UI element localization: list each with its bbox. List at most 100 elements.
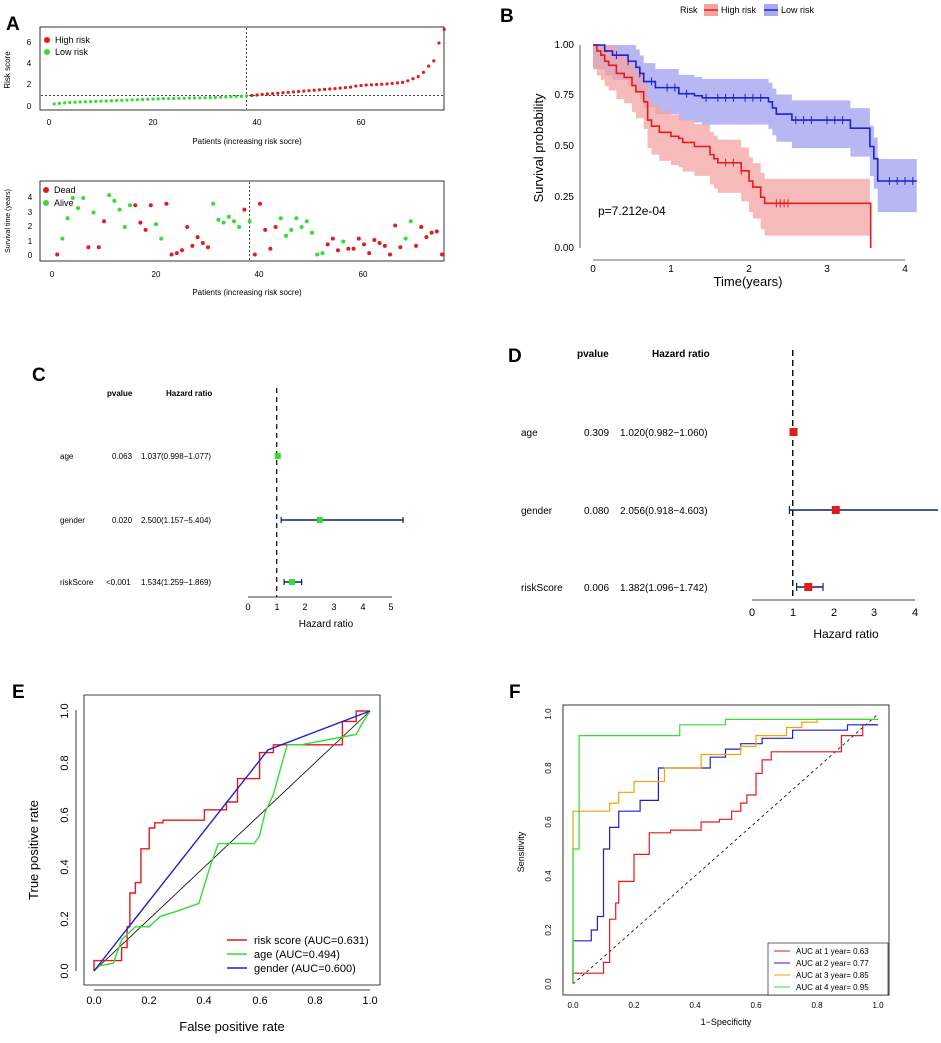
alive-point — [70, 196, 75, 200]
dead-point — [424, 235, 429, 240]
a-time-ylabel: Survival time (years) — [5, 189, 12, 253]
legend-label: Alive — [54, 198, 74, 208]
a-time-xtick: 40 — [255, 270, 264, 279]
e-xtick: 1.0 — [362, 995, 377, 1007]
alive-point — [320, 251, 325, 256]
dead-point — [414, 243, 418, 248]
low-risk-point — [73, 100, 77, 104]
low-risk-point — [224, 95, 228, 99]
e-ylabel: True positive rate — [26, 800, 41, 900]
b-ylabel: Survival probability — [531, 93, 546, 203]
f-legend: AUC at 1 year= 0.63 AUC at 2 year= 0.77 … — [767, 942, 889, 996]
legend-label: Low risk — [55, 47, 89, 57]
panel-c: C pvalue Hazard ratio age 0.063 1.037(0.… — [32, 365, 404, 630]
dead-point — [96, 245, 101, 250]
low-risk-point — [83, 100, 87, 104]
alive-point — [117, 207, 122, 212]
legend-marker — [44, 37, 50, 43]
low-risk-point — [213, 95, 217, 99]
f-3year-curve — [572, 718, 878, 984]
low-risk-point — [234, 94, 238, 99]
a-time-axes: 0 20 40 60 0 1 2 3 4 — [28, 193, 368, 279]
c-row-p: 0.020 — [112, 516, 133, 525]
b-ytick: 0.25 — [555, 192, 575, 203]
dead-point — [263, 227, 268, 232]
low-risk-point — [115, 98, 119, 103]
high-risk-point — [432, 59, 436, 63]
legend-label: AUC at 4 year= 0.95 — [796, 983, 869, 992]
e-xlabel: False positive rate — [179, 1019, 285, 1034]
high-risk-point — [250, 93, 254, 98]
dead-point — [174, 251, 179, 256]
c-row-gender: gender 0.020 2.500(1.157−5.404) — [60, 516, 211, 525]
d-xlabel: Hazard ratio — [813, 627, 879, 641]
high-risk-point — [255, 93, 259, 97]
alive-point — [154, 222, 158, 227]
a-time-frame — [39, 180, 445, 262]
c-row-hr-text: 1.037(0.998−1.077) — [141, 452, 211, 461]
f-2year-curve — [572, 724, 878, 984]
e-age-curve — [93, 710, 371, 972]
a-time-ytick: 0 — [28, 251, 33, 260]
low-risk-point — [99, 99, 103, 103]
dead-point — [206, 245, 210, 250]
alive-point — [60, 236, 65, 241]
panel-letter-f: F — [509, 682, 521, 703]
high-risk-point — [380, 82, 384, 86]
c-col-hr: Hazard ratio — [166, 389, 212, 398]
high-risk-point — [395, 81, 399, 85]
dead-point — [55, 252, 60, 257]
a-score-ytick: 2 — [27, 80, 32, 89]
panel-b: B Risk High risk Low risk Survival proba… — [500, 4, 917, 289]
a-time-ytick: 4 — [28, 193, 33, 202]
dead-point — [195, 235, 200, 240]
a-score-xtick: 0 — [47, 118, 52, 127]
alive-point — [294, 216, 299, 221]
c-hr-point — [274, 453, 281, 459]
d-xtick: 3 — [871, 607, 877, 619]
alive-point — [310, 230, 314, 235]
b-plot — [593, 44, 917, 248]
c-row-age: age 0.063 1.037(0.998−1.077) — [60, 452, 211, 461]
alive-point — [299, 225, 304, 229]
f-xlabel: 1−Specificity — [701, 1017, 752, 1027]
dead-point — [102, 219, 106, 224]
high-risk-point — [312, 88, 316, 92]
alive-point — [122, 225, 127, 229]
f-xtick: 0.4 — [689, 1001, 701, 1010]
alive-point — [211, 201, 216, 206]
e-xtick: 0.4 — [196, 995, 211, 1007]
e-ytick: 0.4 — [59, 859, 71, 874]
d-row-hr-text: 1.382(1.096−1.742) — [620, 583, 708, 594]
f-xtick: 0.0 — [567, 1001, 579, 1010]
low-risk-point — [78, 100, 82, 104]
c-axis: 0 1 2 3 4 5 Hazard ratio — [245, 596, 394, 630]
c-row-p: <0.001 — [106, 578, 131, 587]
alive-point — [232, 219, 236, 224]
dead-point — [351, 246, 356, 251]
legend-label: High risk — [721, 5, 757, 15]
d-col-pvalue: pvalue — [577, 349, 609, 360]
dead-point — [148, 203, 153, 208]
low-risk-point — [104, 99, 108, 103]
c-row-hr-text: 2.500(1.157−5.404) — [141, 516, 211, 525]
panel-d: D pvalue Hazard ratio age 0.309 1.020(0.… — [508, 346, 938, 641]
dead-point — [138, 220, 143, 225]
low-risk-point — [52, 102, 56, 106]
e-xtick: 0.6 — [252, 995, 267, 1007]
c-row-hr-text: 1.534(1.259−1.869) — [141, 578, 211, 587]
f-ytick: 0.8 — [544, 762, 553, 774]
c-xtick: 4 — [360, 602, 365, 612]
b-ytick: 0.75 — [555, 90, 575, 101]
dead-point — [252, 252, 257, 257]
b-pvalue: p=7.212e-04 — [598, 204, 666, 218]
high-risk-point — [317, 88, 321, 92]
panel-letter-e: E — [12, 682, 25, 703]
b-legend: Risk High risk Low risk — [680, 4, 815, 16]
high-risk-point — [276, 91, 280, 95]
a-time-points — [55, 182, 444, 260]
high-risk-point — [390, 81, 394, 86]
dead-point — [164, 201, 169, 206]
d-xtick: 4 — [912, 607, 918, 619]
f-xtick: 1.0 — [872, 1001, 884, 1010]
